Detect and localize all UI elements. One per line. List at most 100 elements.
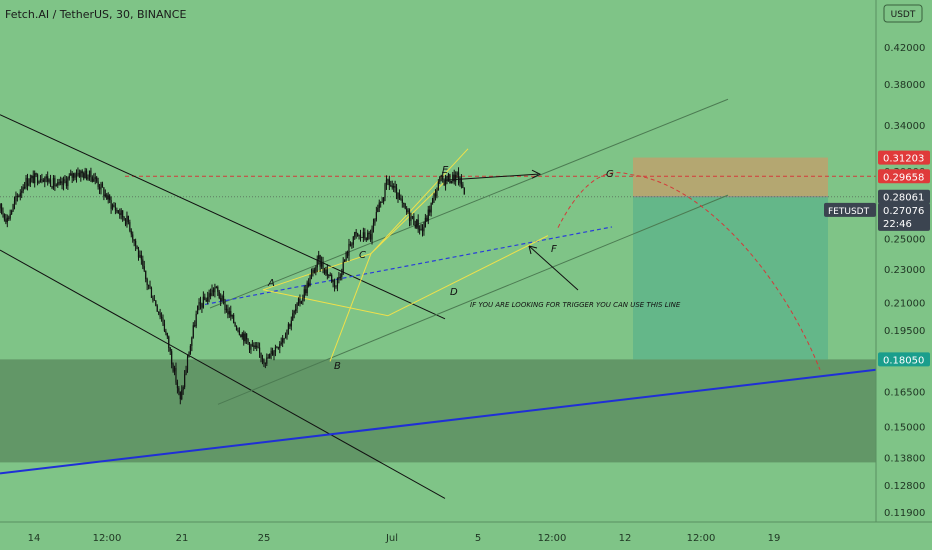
candle-body bbox=[417, 219, 419, 230]
candle-body bbox=[263, 359, 265, 363]
candle-body bbox=[385, 179, 388, 185]
candle-body bbox=[300, 301, 302, 304]
candle-body bbox=[241, 333, 243, 338]
candle-body bbox=[70, 173, 72, 176]
candle-body bbox=[143, 266, 145, 271]
candle-body bbox=[49, 179, 52, 187]
candle-body bbox=[457, 172, 460, 184]
price-tick-label: 0.16500 bbox=[884, 387, 925, 398]
candle-body bbox=[9, 213, 11, 219]
candle-body bbox=[2, 211, 4, 215]
candle-body bbox=[67, 178, 69, 187]
candle-body bbox=[231, 314, 233, 317]
candle-body bbox=[295, 309, 297, 312]
candle-body bbox=[84, 170, 86, 179]
candle-body bbox=[75, 174, 78, 178]
candle-body bbox=[290, 320, 292, 327]
candle-body bbox=[434, 193, 437, 197]
candle-body bbox=[398, 192, 401, 199]
candle-body bbox=[310, 273, 313, 278]
candle-body bbox=[133, 239, 135, 241]
candle-body bbox=[42, 180, 44, 182]
candle-body bbox=[424, 217, 426, 228]
currency-button-label[interactable]: USDT bbox=[891, 10, 916, 20]
candle-body bbox=[378, 202, 380, 209]
candle-body bbox=[83, 173, 85, 179]
candle-body bbox=[176, 382, 179, 389]
candle-body bbox=[319, 255, 321, 267]
candle-body bbox=[230, 311, 232, 317]
price-tick-label: 0.38000 bbox=[884, 80, 925, 91]
candle-body bbox=[348, 243, 350, 256]
candle-body bbox=[315, 267, 317, 273]
candle-body bbox=[328, 275, 330, 277]
candle-body bbox=[88, 170, 91, 177]
target-price-label-bg bbox=[878, 352, 930, 367]
candle-body bbox=[462, 184, 464, 188]
candle-body bbox=[333, 279, 336, 287]
candle-body bbox=[421, 228, 424, 232]
candle-body bbox=[215, 286, 217, 288]
price-tick-label: 0.23000 bbox=[884, 265, 925, 276]
candle-body bbox=[78, 172, 80, 177]
candle-body bbox=[156, 305, 158, 312]
candle-body bbox=[341, 273, 343, 277]
candle-body bbox=[29, 178, 31, 184]
currency-button[interactable]: USDT bbox=[883, 4, 923, 23]
candle-body bbox=[345, 252, 347, 261]
candle-body bbox=[411, 216, 414, 218]
candle-body bbox=[26, 177, 29, 186]
price-tick-label: 0.21000 bbox=[884, 299, 925, 310]
candle-body bbox=[0, 204, 3, 212]
time-tick-label: 19 bbox=[768, 533, 781, 544]
candle-body bbox=[362, 232, 364, 238]
candle-body bbox=[60, 181, 62, 184]
candle-body bbox=[124, 219, 127, 225]
candle-body bbox=[456, 172, 458, 175]
last-price-label-bg bbox=[878, 202, 930, 231]
candle-body bbox=[413, 216, 415, 225]
candle-body bbox=[289, 324, 291, 327]
candle-body bbox=[104, 194, 106, 197]
support-zone bbox=[0, 359, 876, 463]
candle-body bbox=[209, 293, 212, 296]
candle-body bbox=[437, 181, 439, 191]
time-tick-label: 25 bbox=[258, 533, 271, 544]
candle-body bbox=[217, 286, 219, 292]
last-price-label: 0.27076 bbox=[883, 206, 924, 217]
candle-body bbox=[338, 277, 340, 279]
candle-body bbox=[388, 179, 390, 186]
candle-body bbox=[119, 213, 121, 215]
candle-body bbox=[256, 345, 258, 348]
candle-body bbox=[77, 172, 79, 175]
candle-body bbox=[204, 296, 206, 300]
candle-body bbox=[287, 324, 290, 330]
candle-body bbox=[404, 203, 406, 209]
candle-body bbox=[65, 181, 68, 187]
currency-button-frame[interactable] bbox=[883, 4, 923, 23]
candle-body bbox=[25, 177, 27, 188]
candle-body bbox=[106, 194, 108, 200]
candle-body bbox=[261, 358, 264, 360]
time-tick-label: 12:00 bbox=[93, 533, 122, 544]
candle-body bbox=[32, 175, 34, 184]
trigger-note: IF YOU ARE LOOKING FOR TRIGGER YOU CAN U… bbox=[470, 301, 681, 309]
candle-body bbox=[162, 318, 164, 324]
target-price-label: 0.18050 bbox=[883, 355, 924, 366]
candle-body bbox=[308, 282, 310, 287]
candle-body bbox=[169, 347, 171, 352]
candle-body bbox=[240, 334, 242, 338]
candle-body bbox=[228, 311, 230, 315]
candle-body bbox=[260, 352, 262, 359]
candle-body bbox=[221, 295, 223, 301]
candle-body bbox=[12, 204, 14, 211]
time-tick-label: 12:00 bbox=[538, 533, 567, 544]
candle-body bbox=[368, 232, 370, 235]
candle-body bbox=[117, 210, 119, 214]
candle-body bbox=[166, 333, 168, 337]
candle-body bbox=[184, 374, 186, 388]
yellow-line-d-f bbox=[387, 235, 549, 317]
candle-body bbox=[136, 245, 138, 249]
entry-price-label-bg bbox=[878, 169, 930, 184]
candle-body bbox=[349, 243, 352, 246]
